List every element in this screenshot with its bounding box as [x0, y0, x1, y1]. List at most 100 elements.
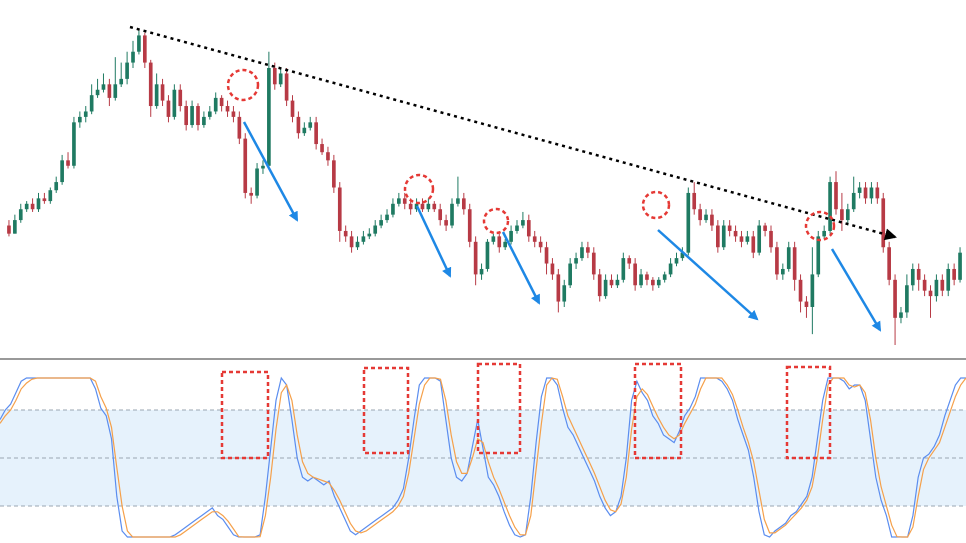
candle-body-bearish: [225, 106, 230, 112]
candle: [834, 171, 838, 215]
oscillator-peak-box-4: [633, 362, 683, 460]
candle-body-bearish: [444, 220, 448, 226]
candle-body-bearish: [290, 100, 295, 117]
candle-body-bullish: [456, 198, 460, 204]
candle-body-bullish: [101, 84, 106, 90]
candle-body-bullish: [308, 122, 313, 128]
candle-body-bullish: [934, 279, 939, 297]
candle-body-bullish: [426, 203, 431, 210]
candle-body-bearish: [733, 230, 738, 237]
candle-body-bullish: [668, 263, 673, 275]
candle: [60, 154, 64, 185]
candle: [645, 271, 649, 286]
candle-body-bearish: [326, 152, 330, 161]
down-arrow-2: [415, 205, 452, 278]
candle-body-bullish: [603, 279, 608, 297]
candle-body-bullish: [810, 274, 815, 307]
candle-body-bullish: [373, 225, 378, 234]
candle-body-bullish: [302, 127, 307, 134]
candle: [160, 78, 165, 107]
candle-body-bearish: [66, 160, 70, 166]
candle-body-bearish: [940, 279, 945, 291]
candle-body-bullish: [24, 203, 29, 210]
candle-body-bearish: [314, 122, 318, 145]
candle-body-bullish: [154, 84, 159, 107]
candle-body-bullish: [910, 268, 915, 286]
candle-body-bearish: [184, 106, 189, 126]
candle: [373, 220, 378, 237]
candle-body-bearish: [420, 203, 425, 210]
candle: [166, 95, 171, 123]
candle: [526, 214, 531, 242]
candle: [887, 241, 891, 286]
candle: [739, 230, 744, 248]
candle-body-bearish: [698, 209, 702, 221]
candle-body-bullish: [621, 258, 626, 280]
candle-body-bearish: [42, 198, 47, 202]
candle-body-bullish: [686, 192, 691, 253]
candle-body-bullish: [137, 35, 141, 52]
candle: [863, 182, 868, 204]
candle: [78, 111, 82, 128]
candle-body-bearish: [538, 241, 543, 248]
candle-body-bearish: [432, 203, 437, 210]
candle: [178, 84, 183, 112]
candle-body-bullish: [125, 62, 129, 79]
candle-body-bullish: [202, 116, 206, 126]
candle: [332, 154, 336, 193]
candle-body-bearish: [107, 84, 112, 98]
candle-body-bearish: [692, 192, 697, 210]
candle-body-bearish: [337, 187, 342, 231]
candle-body-bullish: [568, 263, 572, 286]
candle: [485, 239, 490, 272]
candle-body-bullish: [816, 236, 821, 275]
candle: [142, 32, 147, 69]
candle-body-bullish: [674, 258, 679, 264]
candle-body-bullish: [13, 220, 17, 234]
candle-body-bullish: [172, 89, 177, 117]
candle: [7, 220, 11, 237]
candle-body-bearish: [792, 247, 797, 280]
candle: [113, 57, 118, 101]
candle-body-bullish: [485, 241, 490, 269]
candle: [284, 68, 289, 107]
candle: [857, 182, 862, 199]
candle-body-bullish: [54, 182, 59, 191]
candle-body-bullish: [89, 95, 94, 112]
candle: [207, 106, 212, 120]
candle-body-bearish: [798, 279, 803, 302]
candle-body-bullish: [899, 312, 903, 318]
candle: [633, 258, 637, 291]
candle: [137, 30, 141, 55]
price-pane: [7, 30, 962, 345]
candle: [255, 163, 259, 199]
candle-body-bullish: [580, 247, 584, 259]
candle: [792, 241, 797, 291]
candle-body-bullish: [780, 268, 785, 275]
resistance-circle-5: [804, 210, 836, 242]
candle: [337, 182, 342, 242]
candle-body-bearish: [320, 144, 324, 153]
candle: [603, 274, 608, 299]
candle: [42, 192, 47, 204]
candle-body-bearish: [196, 106, 200, 126]
candle-body-bearish: [597, 274, 602, 297]
candle-body-bearish: [763, 225, 767, 231]
resistance-circle-2: [403, 173, 435, 205]
candle: [816, 230, 821, 278]
candle: [308, 116, 313, 131]
candle: [680, 247, 685, 261]
candle-body-bearish: [343, 230, 348, 237]
candle: [940, 274, 945, 297]
candle-body-bearish: [586, 247, 590, 253]
candle: [278, 68, 283, 88]
candle: [721, 220, 726, 250]
candle-body-bullish: [190, 106, 194, 126]
candle: [574, 252, 578, 269]
candle: [745, 230, 750, 245]
candle: [461, 192, 466, 215]
candle: [840, 192, 844, 231]
annotations: [129, 25, 897, 460]
candle: [497, 233, 502, 253]
